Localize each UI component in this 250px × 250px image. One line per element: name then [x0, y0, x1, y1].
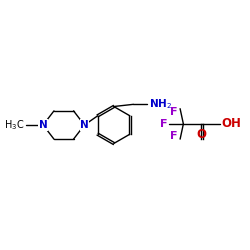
Text: O: O: [197, 128, 207, 141]
Text: N: N: [80, 120, 89, 130]
Text: H$_3$C: H$_3$C: [4, 118, 24, 132]
Text: F: F: [160, 119, 167, 129]
Text: N: N: [39, 120, 48, 130]
Text: OH: OH: [222, 118, 241, 130]
Text: F: F: [170, 106, 178, 117]
Text: F: F: [170, 131, 178, 141]
Text: NH$_2$: NH$_2$: [148, 98, 172, 111]
